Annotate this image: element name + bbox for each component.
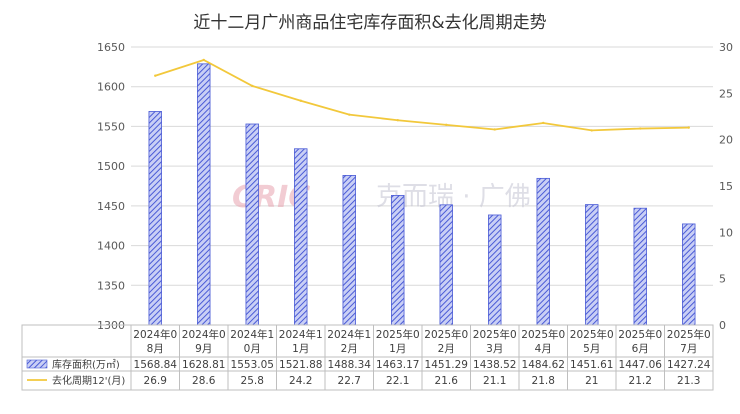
x-tick-label: 2025年0 [667, 328, 711, 341]
data-label: 1427.24 [667, 359, 711, 371]
x-tick-label: 2025年0 [570, 328, 614, 341]
y-tick-label: 1500 [97, 160, 125, 173]
x-tick-label: 2025年0 [376, 328, 420, 341]
bar [148, 111, 162, 326]
y-tick-label: 1550 [97, 120, 125, 133]
y2-tick-label: 0 [719, 319, 726, 332]
line-point [202, 58, 205, 62]
line-point [542, 121, 545, 125]
axes: 1300135014001450150015501600165005101520… [97, 41, 733, 332]
y-tick-label: 1350 [97, 279, 125, 292]
bar [342, 175, 356, 326]
y2-tick-label: 5 [719, 273, 726, 286]
x-tick-label: 8月 [147, 343, 164, 355]
bar [439, 204, 453, 326]
bars [148, 63, 696, 326]
data-label: 1521.88 [279, 359, 322, 371]
bar [585, 204, 599, 326]
data-label: 24.2 [289, 375, 312, 387]
watermark: CRIC 克而瑞 · 广佛 [232, 180, 531, 215]
x-tick-label: 2024年1 [279, 328, 323, 341]
line-point [639, 127, 642, 130]
line-point [493, 128, 496, 131]
data-label: 1568.84 [134, 359, 178, 371]
x-tick-label: 7月 [680, 343, 697, 355]
data-label: 1553.05 [231, 359, 274, 371]
legend-label: 库存面积(万㎡) [52, 358, 120, 371]
data-label: 26.9 [144, 375, 167, 387]
line-series-path [154, 58, 689, 132]
x-tick-label: 3月 [486, 343, 503, 355]
x-tick-label: 2025年0 [473, 328, 517, 341]
data-label: 1488.34 [328, 359, 372, 371]
y2-tick-label: 15 [719, 180, 733, 193]
y2-tick-label: 25 [719, 87, 733, 100]
x-tick-label: 2024年0 [182, 328, 226, 341]
x-tick-label: 1月 [292, 343, 309, 355]
legend-label: 去化周期12'(月) [52, 374, 125, 387]
data-label: 21.8 [532, 375, 555, 387]
x-tick-label: 2025年0 [424, 328, 468, 341]
y2-tick-label: 20 [719, 134, 733, 147]
y-tick-label: 1650 [97, 41, 125, 54]
data-label: 21 [585, 375, 598, 387]
x-tick-label: 2月 [438, 343, 455, 355]
x-tick-label: 6月 [632, 343, 649, 355]
data-label: 1484.62 [522, 359, 565, 371]
data-label: 22.7 [338, 375, 361, 387]
data-label: 1628.81 [182, 359, 225, 371]
data-label: 1451.29 [425, 359, 468, 371]
data-label: 21.2 [629, 375, 652, 387]
y-tick-label: 1450 [97, 200, 125, 213]
data-label: 1463.17 [376, 359, 419, 371]
line-point [251, 84, 254, 88]
line-point [154, 74, 157, 77]
x-tick-label: 5月 [583, 343, 600, 355]
y2-tick-label: 30 [719, 41, 733, 54]
bar [682, 223, 696, 326]
x-tick-label: 2024年1 [230, 328, 274, 341]
line-point [299, 99, 302, 102]
x-tick-label: 1月 [389, 343, 406, 355]
data-label: 22.1 [386, 375, 409, 387]
data-table: 2024年0 8月 2024年0 9月 2024年1 0月 2024年1 1月 2024年1 2月… [21, 324, 714, 391]
bar [391, 194, 405, 326]
data-label: 28.6 [192, 375, 216, 387]
line-point [445, 123, 448, 127]
x-tick-label: 2月 [341, 343, 358, 355]
data-label: 1438.52 [473, 359, 516, 371]
bar [488, 214, 502, 326]
line-point [687, 126, 690, 129]
data-label: 1447.06 [619, 359, 663, 371]
line-point [396, 119, 399, 122]
y-tick-label: 1600 [97, 81, 125, 94]
y2-tick-label: 10 [719, 226, 733, 239]
bar [197, 63, 211, 326]
x-tick-label: 2024年0 [133, 328, 177, 341]
x-tick-label: 9月 [195, 343, 212, 355]
data-label: 25.8 [241, 375, 264, 387]
legend-swatch-bar [26, 359, 48, 369]
chart-title: 近十二月广州商品住宅库存面积&去化周期走势 [193, 13, 547, 33]
data-label: 1451.61 [570, 359, 613, 371]
x-tick-label: 2025年0 [521, 328, 565, 341]
y-tick-label: 1400 [97, 240, 125, 253]
x-tick-label: 4月 [535, 343, 552, 355]
x-tick-label: 0月 [244, 343, 261, 355]
bar [245, 123, 259, 326]
data-label: 21.1 [483, 375, 506, 387]
line-point [590, 129, 593, 132]
line-series [154, 58, 690, 132]
bar [633, 207, 647, 326]
data-label: 21.6 [435, 375, 459, 387]
bar [536, 177, 550, 326]
x-tick-label: 2025年0 [618, 328, 662, 341]
line-point [348, 113, 351, 116]
bar [294, 148, 308, 326]
data-label: 21.3 [677, 375, 700, 387]
x-tick-label: 2024年1 [327, 328, 371, 341]
